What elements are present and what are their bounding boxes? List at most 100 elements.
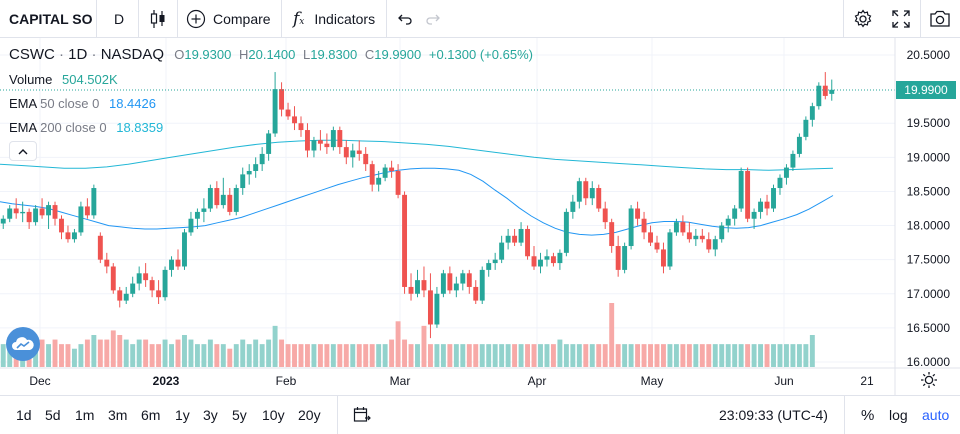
compare-button[interactable]: Compare [186,0,271,38]
auto-scale-button[interactable]: auto [922,407,950,423]
candle-body [667,232,673,267]
candle-body [350,150,356,158]
volume-bar [389,339,395,367]
range-5y[interactable]: 5y [232,407,247,423]
volume-bar [427,344,433,367]
range-20y[interactable]: 20y [298,407,321,423]
camera-icon [930,10,950,27]
legend-ema50[interactable]: EMA 50 close 0 18.4426 [9,96,156,111]
time-tick-label: Jun [774,374,793,388]
chart-area[interactable]: 20.5000 19.5000 19.0000 18.5000 18.0000 17.50… [0,38,960,395]
range-1d[interactable]: 1d [16,407,32,423]
price-tick-label: 16.0000 [907,355,951,369]
time-axis-settings-button[interactable] [920,371,938,394]
change-value: +0.1300 (+0.65%) [428,47,533,62]
candle-body [699,235,705,240]
candle-body [473,286,479,301]
volume-bar [486,344,492,367]
volume-bar [783,344,789,367]
candle-body [149,280,155,291]
candle-body [544,256,550,260]
candle-body [292,116,297,124]
range-6m[interactable]: 6m [141,407,161,423]
candle-body [175,259,181,267]
price-tick-label: 20.5000 [907,48,951,62]
volume-bar [240,339,246,367]
volume-bar [531,344,537,367]
candle-body [382,167,388,178]
range-10y[interactable]: 10y [262,407,285,423]
tradingview-logo[interactable] [6,327,40,361]
screenshot-button[interactable] [929,0,951,38]
legend-volume[interactable]: Volume 504.502K [9,72,118,87]
candle-body [706,239,712,250]
volume-bar [117,335,123,367]
close-label: C [364,47,375,62]
candle-body [809,106,815,120]
redo-button[interactable] [425,0,441,38]
clock-label[interactable]: 23:09:33 (UTC-4) [719,407,828,423]
ema200-value: 18.8359 [116,120,164,135]
volume-bars [0,303,815,367]
volume-bar [46,344,52,367]
candle-body [65,232,71,240]
fullscreen-button[interactable] [892,0,910,38]
range-3m[interactable]: 3m [108,407,128,423]
volume-bar [499,344,505,367]
candle-body [563,211,569,253]
candle-body [427,290,433,325]
interval-button[interactable]: D [114,11,125,27]
settings-button[interactable] [853,0,873,38]
range-1y[interactable]: 1y [175,407,190,423]
candle-body [803,119,809,137]
volume-bar [473,344,479,367]
volume-bar [39,339,45,367]
volume-bar [686,344,692,367]
candle-body [712,239,718,250]
volume-bar [453,344,459,367]
ema50-params: 50 close 0 [40,96,100,111]
volume-bar [745,344,751,367]
price-tick-label: 19.0000 [907,150,951,164]
volume-bar [557,339,563,367]
volume-bar [272,325,278,367]
volume-bar [583,344,589,367]
high-value: 20.1400 [248,47,296,62]
candle-body [0,218,6,224]
candle-body [796,136,802,154]
percent-scale-button[interactable]: % [861,406,875,424]
indicators-label: Indicators [314,11,376,27]
volume-bar [59,344,64,367]
candle-body [26,211,32,223]
candle-body [816,85,822,107]
volume-bar [576,344,582,367]
go-to-date-button[interactable] [353,396,371,434]
volume-bar [130,344,136,367]
high-label: H [238,47,249,62]
candle-body [130,283,136,294]
candle-body [110,266,116,291]
volume-bar [751,344,757,367]
range-5d[interactable]: 5d [45,407,61,423]
candle-body [615,246,621,270]
volume-bar [369,344,375,367]
legend-main: CSWC · 1D · NASDAQ O19.9300 H20.1400 L19… [9,46,533,63]
chart-style-button[interactable] [149,0,167,38]
candle-body [272,89,278,134]
candle-body [39,208,45,216]
candle-body [745,170,751,219]
price-chart[interactable]: 20.5000 19.5000 19.0000 18.5000 18.0000 17.50… [0,38,960,395]
symbol-search-input[interactable]: CAPITAL SO [9,11,93,27]
undo-button[interactable] [397,0,413,38]
candle-body [104,259,110,267]
range-3y[interactable]: 3y [203,407,218,423]
volume-bar [201,344,207,367]
log-scale-button[interactable]: log [889,407,908,423]
candle-body [188,218,194,233]
collapse-legend-button[interactable] [9,141,37,161]
volume-bar [214,344,220,367]
indicators-button[interactable]: fx Indicators [293,0,375,38]
legend-ema200[interactable]: EMA 200 close 0 18.8359 [9,120,163,135]
volume-bar [460,344,466,367]
range-1m[interactable]: 1m [75,407,95,423]
